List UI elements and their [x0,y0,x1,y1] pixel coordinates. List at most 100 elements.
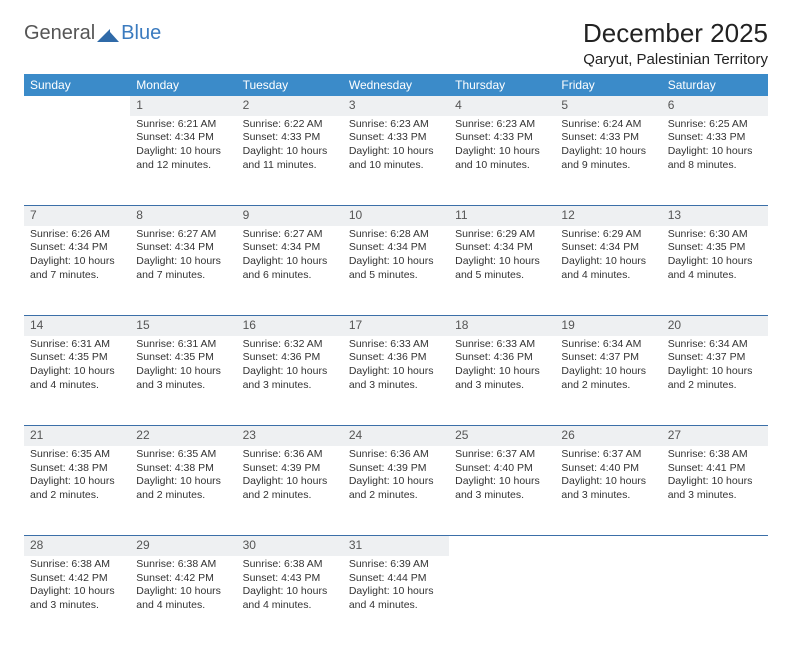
sunrise-text: Sunrise: 6:26 AM [30,228,124,242]
sunrise-text: Sunrise: 6:31 AM [30,338,124,352]
day-header: Sunday [24,74,130,96]
location-label: Qaryut, Palestinian Territory [583,51,768,68]
daylight-text: Daylight: 10 hours and 4 minutes. [561,255,655,282]
daylight-text: Daylight: 10 hours and 8 minutes. [668,145,762,172]
sunset-text: Sunset: 4:38 PM [136,462,230,476]
day-detail-cell: Sunrise: 6:30 AMSunset: 4:35 PMDaylight:… [662,226,768,316]
day-detail-cell: Sunrise: 6:38 AMSunset: 4:41 PMDaylight:… [662,446,768,536]
daylight-text: Daylight: 10 hours and 3 minutes. [349,365,443,392]
daylight-text: Daylight: 10 hours and 2 minutes. [561,365,655,392]
sunset-text: Sunset: 4:36 PM [455,351,549,365]
day-number-cell: 2 [237,96,343,116]
daylight-text: Daylight: 10 hours and 3 minutes. [136,365,230,392]
day-detail-cell [555,556,661,646]
daylight-text: Daylight: 10 hours and 2 minutes. [136,475,230,502]
day-detail-cell: Sunrise: 6:29 AMSunset: 4:34 PMDaylight:… [555,226,661,316]
day-detail-cell [24,116,130,206]
daylight-text: Daylight: 10 hours and 3 minutes. [243,365,337,392]
day-number-cell: 11 [449,206,555,226]
daylight-text: Daylight: 10 hours and 4 minutes. [349,585,443,612]
day-number-cell: 12 [555,206,661,226]
day-detail-cell: Sunrise: 6:33 AMSunset: 4:36 PMDaylight:… [449,336,555,426]
sunset-text: Sunset: 4:33 PM [243,131,337,145]
sunset-text: Sunset: 4:33 PM [668,131,762,145]
sunset-text: Sunset: 4:35 PM [30,351,124,365]
day-detail-cell: Sunrise: 6:37 AMSunset: 4:40 PMDaylight:… [449,446,555,536]
day-detail-cell: Sunrise: 6:22 AMSunset: 4:33 PMDaylight:… [237,116,343,206]
sunrise-text: Sunrise: 6:23 AM [349,118,443,132]
sunset-text: Sunset: 4:34 PM [30,241,124,255]
daylight-text: Daylight: 10 hours and 2 minutes. [243,475,337,502]
day-number-cell: 28 [24,536,130,556]
sunset-text: Sunset: 4:37 PM [668,351,762,365]
detail-row: Sunrise: 6:38 AMSunset: 4:42 PM Daylight:… [24,556,768,646]
day-detail-cell: Sunrise: 6:33 AMSunset: 4:36 PMDaylight:… [343,336,449,426]
day-number-cell: 6 [662,96,768,116]
day-number-cell: 29 [130,536,236,556]
sunrise-text: Sunrise: 6:36 AM [243,448,337,462]
day-detail-cell: Sunrise: 6:23 AMSunset: 4:33 PMDaylight:… [449,116,555,206]
detail-row: Sunrise: 6:26 AMSunset: 4:34 PMDaylight:… [24,226,768,316]
sunrise-text: Sunrise: 6:32 AM [243,338,337,352]
daylight-text: Daylight: 10 hours and 10 minutes. [455,145,549,172]
day-number-cell: 22 [130,426,236,446]
day-number-cell: 10 [343,206,449,226]
calendar-page: General Blue December 2025 Qaryut, Pales… [0,0,792,646]
day-number-cell: 31 [343,536,449,556]
sunrise-text: Sunrise: 6:21 AM [136,118,230,132]
sunset-text: Sunset: 4:41 PM [668,462,762,476]
header-row: General Blue December 2025 Qaryut, Pales… [24,18,768,68]
day-number-cell: 23 [237,426,343,446]
calendar-body: 123456Sunrise: 6:21 AMSunset: 4:34 PMDay… [24,96,768,646]
sunset-text: Sunset: 4:33 PM [349,131,443,145]
day-header: Monday [130,74,236,96]
sunset-text: Sunset: 4:38 PM [30,462,124,476]
logo-text-2: Blue [121,22,161,45]
day-number-cell: 5 [555,96,661,116]
daylight-text: Daylight: 10 hours and 2 minutes. [349,475,443,502]
daylight-text: Daylight: 10 hours and 3 minutes. [455,475,549,502]
sunset-text: Sunset: 4:34 PM [243,241,337,255]
sunrise-text: Sunrise: 6:38 AM [136,558,230,572]
daynum-row: 21222324252627 [24,426,768,446]
day-number-cell: 19 [555,316,661,336]
daynum-row: 14151617181920 [24,316,768,336]
day-number-cell: 26 [555,426,661,446]
day-number-cell: 14 [24,316,130,336]
daylight-text: Daylight: 10 hours and 7 minutes. [136,255,230,282]
day-detail-cell: Sunrise: 6:39 AMSunset: 4:44 PMDaylight:… [343,556,449,646]
day-number-cell: 21 [24,426,130,446]
calendar-table: SundayMondayTuesdayWednesdayThursdayFrid… [24,74,768,646]
sunrise-text: Sunrise: 6:38 AM [668,448,762,462]
day-detail-cell: Sunrise: 6:24 AMSunset: 4:33 PMDaylight:… [555,116,661,206]
sunrise-text: Sunrise: 6:37 AM [455,448,549,462]
daylight-text: Daylight: 10 hours and 4 minutes. [30,365,124,392]
day-header: Tuesday [237,74,343,96]
sunrise-text: Sunrise: 6:33 AM [349,338,443,352]
sunset-text: Sunset: 4:35 PM [136,351,230,365]
sunrise-text: Sunrise: 6:25 AM [668,118,762,132]
day-detail-cell: Sunrise: 6:21 AMSunset: 4:34 PMDaylight:… [130,116,236,206]
day-detail-cell: Sunrise: 6:37 AMSunset: 4:40 PMDaylight:… [555,446,661,536]
sunset-text: Sunset: 4:33 PM [455,131,549,145]
sunset-text: Sunset: 4:33 PM [561,131,655,145]
day-number-cell: 25 [449,426,555,446]
sunset-text: Sunset: 4:40 PM [561,462,655,476]
daylight-text: Daylight: 10 hours and 12 minutes. [136,145,230,172]
daylight-text: Daylight: 10 hours and 10 minutes. [349,145,443,172]
day-number-cell: 15 [130,316,236,336]
day-number-cell: 1 [130,96,236,116]
sunset-text: Sunset: 4:42 PM [136,572,230,586]
day-number-cell: 18 [449,316,555,336]
daylight-text: Daylight: 10 hours and 4 minutes. [668,255,762,282]
day-detail-cell: Sunrise: 6:25 AMSunset: 4:33 PMDaylight:… [662,116,768,206]
day-header: Wednesday [343,74,449,96]
daylight-text: Daylight: 10 hours and 7 minutes. [30,255,124,282]
detail-row: Sunrise: 6:21 AMSunset: 4:34 PMDaylight:… [24,116,768,206]
sunset-text: Sunset: 4:34 PM [455,241,549,255]
day-detail-cell: Sunrise: 6:38 AMSunset: 4:42 PMDaylight:… [130,556,236,646]
day-number-cell: 24 [343,426,449,446]
day-number-cell: 17 [343,316,449,336]
day-detail-cell: Sunrise: 6:38 AMSunset: 4:43 PMDaylight:… [237,556,343,646]
day-number-cell: 4 [449,96,555,116]
